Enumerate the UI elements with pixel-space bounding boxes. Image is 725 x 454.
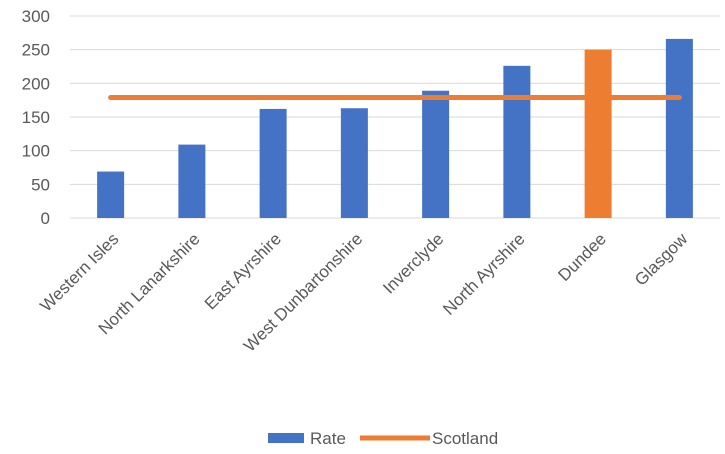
y-tick-label: 50 bbox=[31, 175, 50, 194]
bar-inverclyde bbox=[422, 90, 450, 218]
bar-western-isles bbox=[97, 171, 125, 218]
bar-glasgow bbox=[665, 38, 693, 218]
y-tick-label: 250 bbox=[22, 41, 50, 60]
gridlines bbox=[70, 15, 720, 219]
y-axis-tick-labels: 0 50 100 150 200 250 300 bbox=[22, 7, 50, 228]
bar-dundee bbox=[584, 49, 612, 218]
x-category-label: Dundee bbox=[554, 229, 610, 285]
bar-west-dunbartonshire bbox=[340, 108, 368, 218]
x-category-label: East Ayrshire bbox=[201, 229, 285, 313]
bar-east-ayrshire bbox=[259, 108, 287, 218]
y-tick-label: 150 bbox=[22, 108, 50, 127]
bar-north-ayrshire bbox=[503, 65, 531, 219]
bars bbox=[97, 38, 693, 219]
legend-label-scotland: Scotland bbox=[432, 429, 498, 448]
y-tick-label: 300 bbox=[22, 7, 50, 26]
x-category-label: Glasgow bbox=[631, 229, 692, 290]
legend-swatch-rate bbox=[268, 433, 304, 443]
y-tick-label: 0 bbox=[41, 209, 50, 228]
bar-north-lanarkshire bbox=[178, 144, 206, 218]
x-category-label: Inverclyde bbox=[379, 229, 447, 297]
x-category-label: North Ayrshire bbox=[439, 229, 528, 318]
legend-label-rate: Rate bbox=[310, 429, 346, 448]
x-category-label: Western Isles bbox=[36, 229, 122, 315]
y-tick-label: 100 bbox=[22, 142, 50, 161]
y-tick-label: 200 bbox=[22, 74, 50, 93]
legend: Rate Scotland bbox=[268, 429, 498, 448]
